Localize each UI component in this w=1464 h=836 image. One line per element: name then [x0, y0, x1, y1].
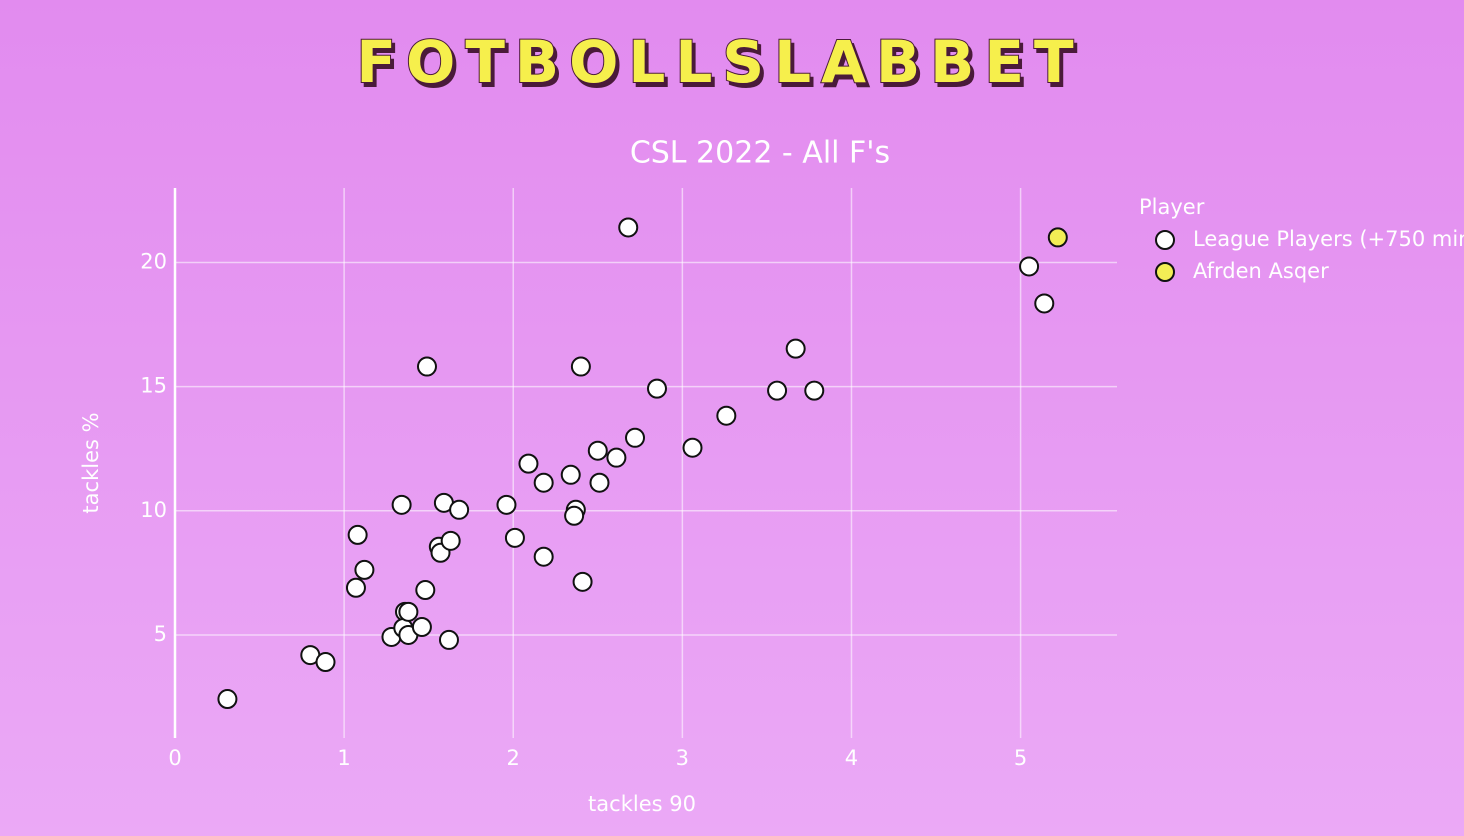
data-point	[785, 338, 806, 359]
data-point	[646, 378, 667, 399]
data-point	[416, 356, 437, 377]
legend-marker	[1155, 262, 1175, 282]
data-point	[564, 505, 585, 526]
data-point	[217, 689, 238, 710]
data-point	[572, 571, 593, 592]
y-tick-label: 15	[140, 374, 167, 398]
data-point	[391, 494, 412, 515]
y-tick-label: 5	[154, 622, 167, 646]
data-point	[570, 356, 591, 377]
data-point	[716, 405, 737, 426]
data-point	[560, 464, 581, 485]
data-point	[682, 437, 703, 458]
data-point	[347, 524, 368, 545]
data-point	[398, 601, 419, 622]
y-tick-label: 20	[140, 249, 167, 273]
data-point	[587, 440, 608, 461]
y-axis-label: tackles %	[79, 412, 103, 513]
data-point	[315, 652, 336, 673]
data-point	[533, 472, 554, 493]
data-point	[504, 527, 525, 548]
data-point	[1019, 256, 1040, 277]
data-point	[589, 472, 610, 493]
data-point	[345, 577, 366, 598]
data-point	[625, 427, 646, 448]
y-tick-label: 10	[140, 498, 167, 522]
legend-marker	[1155, 230, 1175, 250]
legend-label: Afrden Asqer	[1193, 259, 1329, 283]
data-point	[496, 494, 517, 515]
data-point	[354, 559, 375, 580]
data-point	[804, 380, 825, 401]
x-tick-label: 3	[676, 746, 689, 770]
x-tick-label: 0	[168, 746, 181, 770]
data-point	[449, 499, 470, 520]
data-point	[440, 530, 461, 551]
x-tick-label: 4	[845, 746, 858, 770]
data-point	[606, 447, 627, 468]
brand-logo: FOTBOLLSLABBET	[356, 28, 1083, 96]
x-tick-label: 2	[507, 746, 520, 770]
data-point	[411, 617, 432, 638]
data-point	[438, 629, 459, 650]
x-axis-label: tackles 90	[588, 792, 696, 816]
data-point	[767, 380, 788, 401]
data-point	[533, 546, 554, 567]
x-tick-label: 1	[337, 746, 350, 770]
data-point	[415, 580, 436, 601]
legend-label: League Players (+750 min)	[1193, 227, 1464, 251]
data-point	[1047, 227, 1068, 248]
chart-title: CSL 2022 - All F's	[630, 136, 890, 171]
data-point	[618, 217, 639, 238]
x-tick-label: 5	[1014, 746, 1027, 770]
data-point	[518, 453, 539, 474]
data-point	[1034, 293, 1055, 314]
legend-title: Player	[1139, 195, 1205, 219]
